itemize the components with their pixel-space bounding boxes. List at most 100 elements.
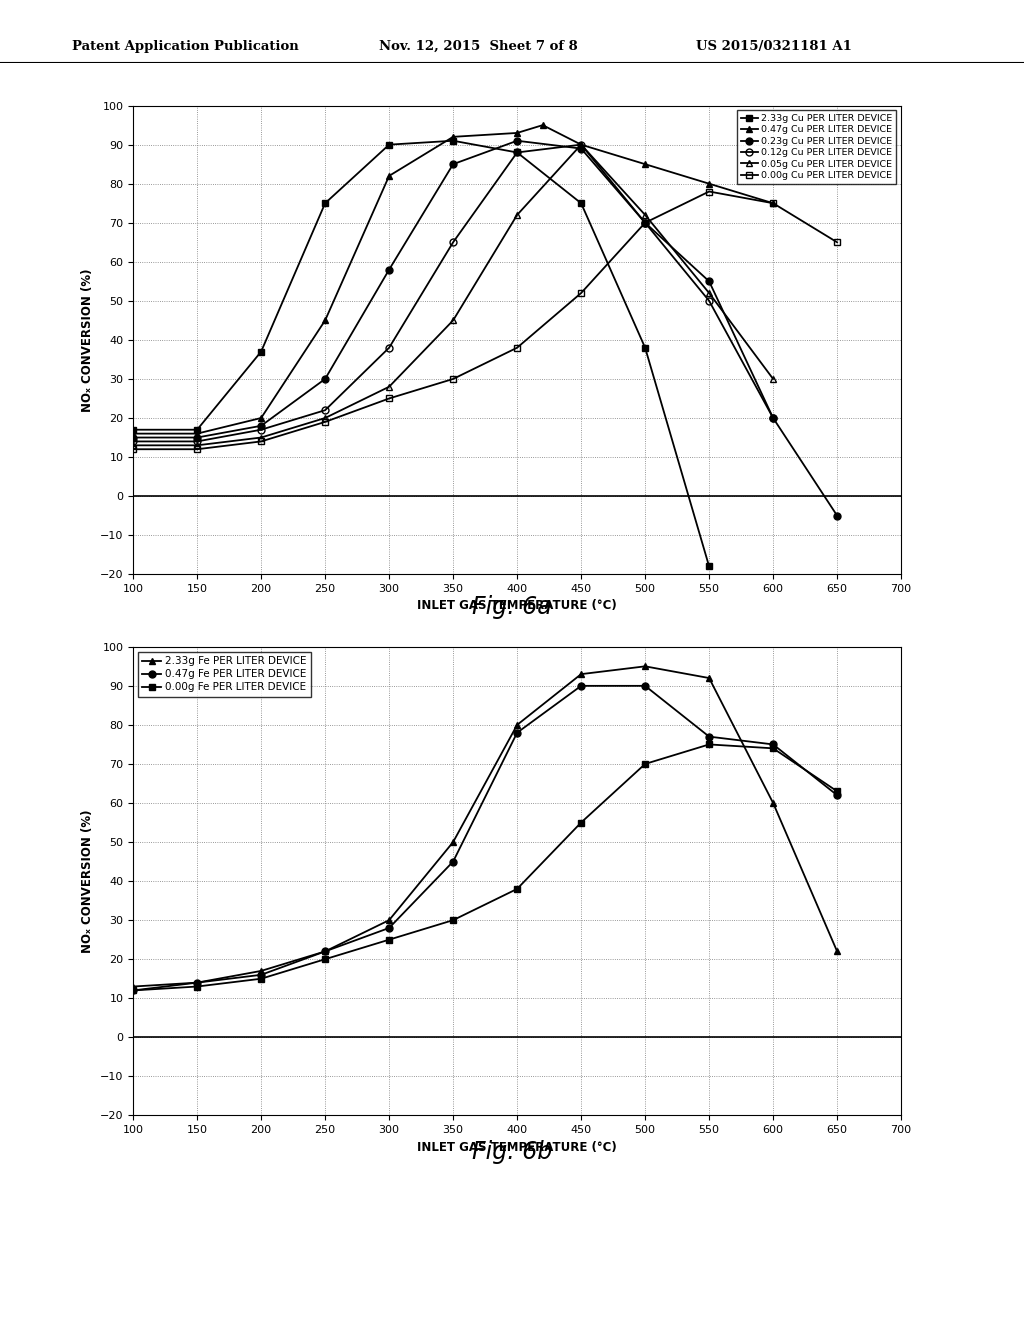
0.23g Cu PER LITER DEVICE (702, 273, 715, 289)
0.47g Fe PER LITER DEVICE (831, 787, 844, 803)
0.23g Cu PER LITER DEVICE (190, 429, 203, 445)
0.23g Cu PER LITER DEVICE (446, 156, 459, 172)
2.33g Fe PER LITER DEVICE (575, 667, 588, 682)
0.47g Fe PER LITER DEVICE (446, 854, 459, 870)
Line: 0.47g Cu PER LITER DEVICE: 0.47g Cu PER LITER DEVICE (130, 121, 776, 437)
2.33g Fe PER LITER DEVICE (127, 978, 139, 994)
0.00g Fe PER LITER DEVICE (767, 741, 779, 756)
0.47g Fe PER LITER DEVICE (511, 725, 523, 741)
0.12g Cu PER LITER DEVICE (767, 411, 779, 426)
0.47g Cu PER LITER DEVICE (255, 411, 267, 426)
0.47g Cu PER LITER DEVICE (511, 125, 523, 141)
Text: Patent Application Publication: Patent Application Publication (72, 40, 298, 53)
0.12g Cu PER LITER DEVICE (639, 215, 651, 231)
0.00g Cu PER LITER DEVICE (831, 235, 844, 251)
0.05g Cu PER LITER DEVICE (702, 285, 715, 301)
0.23g Cu PER LITER DEVICE (127, 429, 139, 445)
Legend: 2.33g Cu PER LITER DEVICE, 0.47g Cu PER LITER DEVICE, 0.23g Cu PER LITER DEVICE,: 2.33g Cu PER LITER DEVICE, 0.47g Cu PER … (737, 111, 896, 183)
2.33g Cu PER LITER DEVICE (190, 422, 203, 438)
0.00g Fe PER LITER DEVICE (511, 880, 523, 896)
0.47g Fe PER LITER DEVICE (127, 982, 139, 998)
0.05g Cu PER LITER DEVICE (639, 207, 651, 223)
0.05g Cu PER LITER DEVICE (255, 429, 267, 445)
0.47g Cu PER LITER DEVICE (127, 425, 139, 441)
0.00g Fe PER LITER DEVICE (190, 978, 203, 994)
0.00g Cu PER LITER DEVICE (702, 183, 715, 199)
0.12g Cu PER LITER DEVICE (511, 145, 523, 161)
0.23g Cu PER LITER DEVICE (575, 141, 588, 157)
0.00g Fe PER LITER DEVICE (639, 756, 651, 772)
0.00g Fe PER LITER DEVICE (831, 783, 844, 799)
0.23g Cu PER LITER DEVICE (255, 418, 267, 434)
0.12g Cu PER LITER DEVICE (446, 235, 459, 251)
X-axis label: INLET GAS TEMPERATURE (°C): INLET GAS TEMPERATURE (°C) (417, 1140, 617, 1154)
Y-axis label: NOₓ CONVERSION (%): NOₓ CONVERSION (%) (81, 809, 94, 953)
0.00g Fe PER LITER DEVICE (702, 737, 715, 752)
0.47g Fe PER LITER DEVICE (319, 944, 332, 960)
0.47g Fe PER LITER DEVICE (190, 974, 203, 990)
0.00g Fe PER LITER DEVICE (319, 952, 332, 968)
0.23g Cu PER LITER DEVICE (831, 508, 844, 524)
Text: US 2015/0321181 A1: US 2015/0321181 A1 (696, 40, 852, 53)
0.00g Cu PER LITER DEVICE (319, 414, 332, 430)
2.33g Cu PER LITER DEVICE (639, 339, 651, 355)
0.00g Fe PER LITER DEVICE (127, 982, 139, 998)
0.00g Cu PER LITER DEVICE (767, 195, 779, 211)
0.47g Cu PER LITER DEVICE (702, 176, 715, 191)
0.12g Cu PER LITER DEVICE (383, 339, 395, 355)
Legend: 2.33g Fe PER LITER DEVICE, 0.47g Fe PER LITER DEVICE, 0.00g Fe PER LITER DEVICE: 2.33g Fe PER LITER DEVICE, 0.47g Fe PER … (138, 652, 311, 697)
0.12g Cu PER LITER DEVICE (255, 422, 267, 438)
2.33g Cu PER LITER DEVICE (702, 558, 715, 574)
0.23g Cu PER LITER DEVICE (639, 215, 651, 231)
2.33g Cu PER LITER DEVICE (127, 422, 139, 438)
0.05g Cu PER LITER DEVICE (575, 137, 588, 153)
Text: Fig. 6b: Fig. 6b (472, 1140, 552, 1164)
X-axis label: INLET GAS TEMPERATURE (°C): INLET GAS TEMPERATURE (°C) (417, 599, 617, 612)
0.00g Fe PER LITER DEVICE (446, 912, 459, 928)
0.05g Cu PER LITER DEVICE (383, 379, 395, 395)
0.47g Fe PER LITER DEVICE (255, 966, 267, 982)
0.47g Fe PER LITER DEVICE (383, 920, 395, 936)
Line: 0.12g Cu PER LITER DEVICE: 0.12g Cu PER LITER DEVICE (130, 141, 776, 445)
0.00g Cu PER LITER DEVICE (575, 285, 588, 301)
2.33g Cu PER LITER DEVICE (446, 133, 459, 149)
0.12g Cu PER LITER DEVICE (127, 433, 139, 449)
0.00g Cu PER LITER DEVICE (639, 215, 651, 231)
0.00g Fe PER LITER DEVICE (255, 970, 267, 986)
0.00g Fe PER LITER DEVICE (383, 932, 395, 948)
0.05g Cu PER LITER DEVICE (511, 207, 523, 223)
0.05g Cu PER LITER DEVICE (190, 437, 203, 453)
2.33g Cu PER LITER DEVICE (383, 137, 395, 153)
0.47g Cu PER LITER DEVICE (190, 425, 203, 441)
0.23g Cu PER LITER DEVICE (767, 411, 779, 426)
Line: 0.05g Cu PER LITER DEVICE: 0.05g Cu PER LITER DEVICE (130, 141, 776, 449)
0.12g Cu PER LITER DEVICE (319, 403, 332, 418)
0.00g Fe PER LITER DEVICE (575, 814, 588, 830)
0.47g Cu PER LITER DEVICE (767, 195, 779, 211)
2.33g Fe PER LITER DEVICE (831, 944, 844, 960)
2.33g Cu PER LITER DEVICE (319, 195, 332, 211)
0.00g Cu PER LITER DEVICE (446, 371, 459, 387)
0.12g Cu PER LITER DEVICE (702, 293, 715, 309)
Line: 0.00g Cu PER LITER DEVICE: 0.00g Cu PER LITER DEVICE (130, 187, 841, 453)
0.47g Cu PER LITER DEVICE (639, 156, 651, 172)
Line: 2.33g Fe PER LITER DEVICE: 2.33g Fe PER LITER DEVICE (130, 663, 841, 990)
0.00g Cu PER LITER DEVICE (511, 339, 523, 355)
2.33g Fe PER LITER DEVICE (190, 974, 203, 990)
0.05g Cu PER LITER DEVICE (767, 371, 779, 387)
2.33g Cu PER LITER DEVICE (511, 145, 523, 161)
2.33g Fe PER LITER DEVICE (767, 795, 779, 810)
2.33g Fe PER LITER DEVICE (383, 912, 395, 928)
2.33g Cu PER LITER DEVICE (575, 195, 588, 211)
0.12g Cu PER LITER DEVICE (190, 433, 203, 449)
0.47g Cu PER LITER DEVICE (446, 129, 459, 145)
Y-axis label: NOₓ CONVERSION (%): NOₓ CONVERSION (%) (81, 268, 94, 412)
Line: 2.33g Cu PER LITER DEVICE: 2.33g Cu PER LITER DEVICE (130, 137, 713, 570)
0.05g Cu PER LITER DEVICE (446, 313, 459, 329)
0.00g Cu PER LITER DEVICE (383, 391, 395, 407)
0.00g Cu PER LITER DEVICE (255, 433, 267, 449)
0.47g Cu PER LITER DEVICE (319, 313, 332, 329)
2.33g Fe PER LITER DEVICE (446, 834, 459, 850)
0.47g Fe PER LITER DEVICE (702, 729, 715, 744)
0.00g Cu PER LITER DEVICE (190, 441, 203, 457)
